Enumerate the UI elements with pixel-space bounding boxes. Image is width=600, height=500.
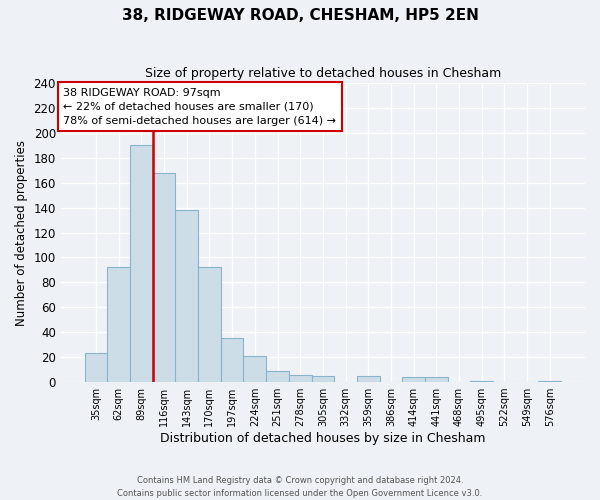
Bar [538,381,561,382]
Text: 38 RIDGEWAY ROAD: 97sqm
← 22% of detached houses are smaller (170)
78% of semi-d: 38 RIDGEWAY ROAD: 97sqm ← 22% of detache… [64,88,337,126]
Bar [130,146,152,382]
Text: Contains HM Land Registry data © Crown copyright and database right 2024.
Contai: Contains HM Land Registry data © Crown c… [118,476,482,498]
Bar [85,354,107,382]
Bar [289,374,311,382]
Bar [425,377,448,382]
Bar [470,381,493,382]
Text: 38, RIDGEWAY ROAD, CHESHAM, HP5 2EN: 38, RIDGEWAY ROAD, CHESHAM, HP5 2EN [122,8,478,22]
Bar [357,376,380,382]
Bar [221,338,244,382]
X-axis label: Distribution of detached houses by size in Chesham: Distribution of detached houses by size … [160,432,485,445]
Bar [107,268,130,382]
Y-axis label: Number of detached properties: Number of detached properties [15,140,28,326]
Bar [152,173,175,382]
Title: Size of property relative to detached houses in Chesham: Size of property relative to detached ho… [145,68,501,80]
Bar [198,268,221,382]
Bar [403,377,425,382]
Bar [311,376,334,382]
Bar [266,371,289,382]
Bar [175,210,198,382]
Bar [244,356,266,382]
